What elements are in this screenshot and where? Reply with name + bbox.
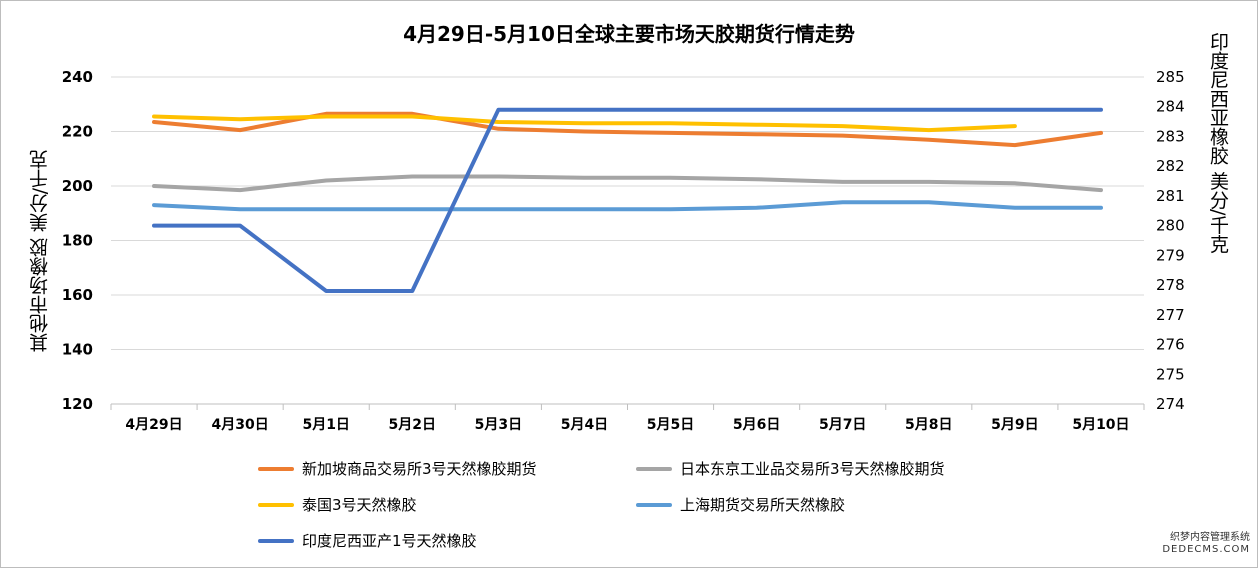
y-right-tick-label: 274: [1156, 395, 1185, 413]
y-right-tick-label: 283: [1156, 127, 1185, 145]
x-tick-label: 5月9日: [991, 417, 1038, 433]
legend-label: 新加坡商品交易所3号天然橡胶期货: [302, 460, 537, 478]
legend-label: 日本东京工业品交易所3号天然橡胶期货: [680, 460, 945, 478]
legend-item-tocom: 日本东京工业品交易所3号天然橡胶期货: [636, 458, 945, 479]
legend-item-shfe: 上海期货交易所天然橡胶: [636, 494, 845, 515]
legend-item-indonesia: 印度尼西亚产1号天然橡胶: [258, 530, 477, 551]
watermark-line2: DEDECMS.COM: [1162, 544, 1250, 555]
legend-swatch: [258, 466, 294, 471]
y-right-tick-label: 279: [1156, 246, 1185, 264]
legend-label: 泰国3号天然橡胶: [302, 496, 417, 514]
legend-swatch: [636, 466, 672, 471]
y-right-tick-label: 280: [1156, 217, 1185, 235]
chart-title: 4月29日-5月10日全球主要市场天胶期货行情走势: [403, 22, 855, 46]
y-left-tick-label: 180: [62, 232, 93, 250]
series-line-4: [152, 107, 1103, 293]
watermark: 织梦内容管理系统 DEDECMS.COM: [1146, 532, 1250, 556]
series-line-1: [152, 174, 1103, 193]
legend-swatch: [258, 502, 294, 507]
legend-label: 印度尼西亚产1号天然橡胶: [302, 532, 477, 550]
watermark-line1: 织梦内容管理系统: [1170, 532, 1250, 543]
y-right-tick-label: 282: [1156, 157, 1185, 175]
y-right-tick-label: 285: [1156, 68, 1185, 86]
legend-item-sgx: 新加坡商品交易所3号天然橡胶期货: [258, 458, 537, 479]
y-left-tick-label: 240: [62, 68, 93, 86]
x-tick-label: 5月6日: [733, 417, 780, 433]
x-tick-label: 5月7日: [819, 417, 866, 433]
legend-item-thailand: 泰国3号天然橡胶: [258, 494, 417, 515]
y-axis-right-label: 印度尼西亚橡胶 美分/千克: [1207, 32, 1229, 254]
y-right-tick-label: 281: [1156, 187, 1185, 205]
y-right-tick-label: 278: [1156, 276, 1185, 294]
y-right-tick-label: 284: [1156, 98, 1185, 116]
x-tick-label: 4月30日: [212, 417, 269, 433]
y-left-tick-label: 120: [62, 395, 93, 413]
y-right-tick-label: 276: [1156, 336, 1185, 354]
legend-label: 上海期货交易所天然橡胶: [680, 496, 846, 514]
series-line-3: [152, 200, 1103, 212]
x-tick-label: 4月29日: [125, 417, 182, 433]
x-tick-label: 5月5日: [647, 417, 694, 433]
x-tick-label: 5月10日: [1072, 417, 1129, 433]
y-left-tick-label: 220: [62, 123, 93, 141]
x-tick-label: 5月2日: [389, 417, 436, 433]
y-left-tick-label: 200: [62, 177, 93, 195]
y-left-tick-label: 160: [62, 286, 93, 304]
x-tick-label: 5月3日: [475, 417, 522, 433]
y-right-tick-label: 277: [1156, 306, 1185, 324]
y-right-tick-label: 275: [1156, 365, 1185, 383]
legend-swatch: [636, 502, 672, 507]
x-tick-label: 5月1日: [302, 417, 349, 433]
legend-swatch: [258, 538, 294, 543]
y-left-tick-label: 140: [62, 341, 93, 359]
x-tick-label: 5月8日: [905, 417, 952, 433]
x-tick-label: 5月4日: [561, 417, 608, 433]
series-line-2: [152, 114, 1017, 133]
